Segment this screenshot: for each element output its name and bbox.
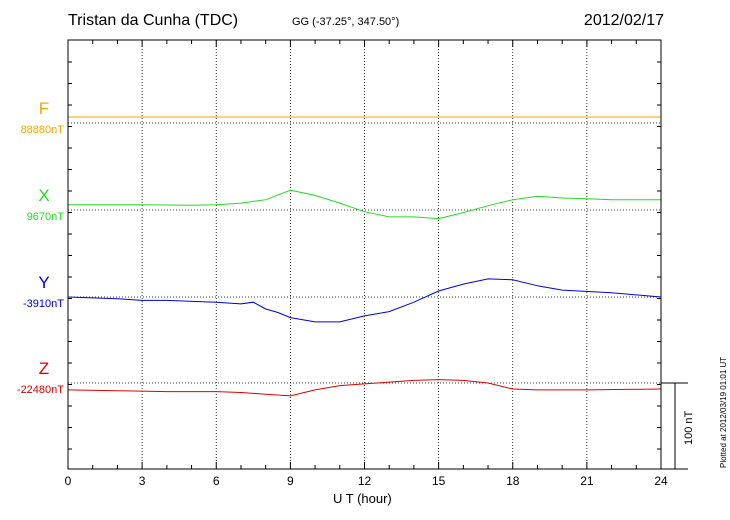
component-baseline-y: -3910nT bbox=[23, 298, 64, 310]
x-tick-label: 24 bbox=[654, 474, 668, 488]
x-tick-label: 15 bbox=[431, 474, 446, 488]
x-tick-label: 9 bbox=[287, 474, 294, 488]
component-letter-x: X bbox=[38, 186, 50, 205]
trace-y bbox=[67, 278, 662, 323]
x-tick-label: 21 bbox=[580, 474, 594, 488]
x-tick-label: 3 bbox=[138, 474, 146, 488]
x-tick-label: 0 bbox=[64, 474, 72, 488]
axis-ticks bbox=[67, 40, 662, 469]
station-coordinates: GG (-37.25°, 347.50°) bbox=[292, 16, 400, 28]
component-letter-z: Z bbox=[38, 359, 50, 378]
x-tick-label: 12 bbox=[357, 474, 372, 488]
component-baseline-z: -22480nT bbox=[16, 384, 64, 396]
station-title: Tristan da Cunha (TDC) bbox=[68, 12, 239, 29]
scale-bar-label: 100 nT bbox=[683, 410, 695, 445]
component-letter-y: Y bbox=[38, 273, 50, 292]
scale-bar bbox=[661, 382, 688, 470]
trace-z bbox=[67, 379, 662, 397]
plotted-timestamp: Plotted at 2012/03/19 01:01 UT bbox=[719, 356, 728, 468]
trace-x bbox=[68, 189, 661, 220]
component-baseline-f: 88880nT bbox=[20, 124, 64, 136]
x-axis-label: U T (hour) bbox=[333, 491, 392, 506]
component-letter-f: F bbox=[38, 99, 50, 118]
component-baseline-x: 9670nT bbox=[26, 211, 64, 223]
x-tick-label: 6 bbox=[212, 474, 220, 488]
plot-frame bbox=[67, 39, 662, 470]
chart-date: 2012/02/17 bbox=[583, 12, 664, 29]
grid-lines bbox=[141, 40, 588, 469]
component-traces bbox=[67, 116, 662, 397]
x-tick-label: 18 bbox=[506, 474, 520, 488]
